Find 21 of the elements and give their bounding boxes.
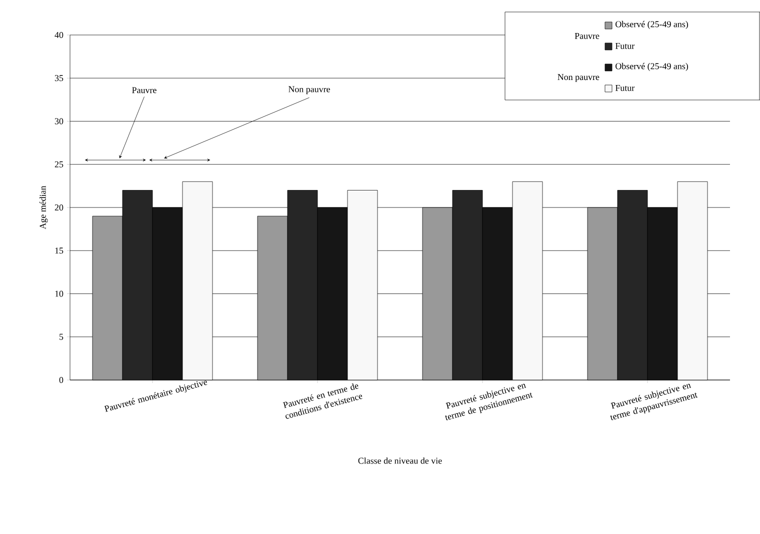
- y-tick-label: 25: [54, 161, 64, 168]
- y-tick-label: 40: [54, 32, 64, 38]
- annotation: Non pauvre: [558, 74, 600, 82]
- y-axis-title: Age médian: [40, 186, 48, 230]
- x-axis-title: Classe de niveau de vie: [358, 457, 442, 464]
- annotation: Pauvre: [574, 33, 600, 39]
- legend-label: Futur: [615, 43, 635, 49]
- y-tick-label: 0: [59, 376, 64, 384]
- legend-label: Futur: [615, 85, 635, 91]
- y-tick-label: 35: [54, 75, 64, 82]
- y-tick-label: 5: [60, 334, 64, 340]
- annotation: Pauvre: [132, 87, 156, 94]
- legend-label: Observé (25-49 ans): [616, 62, 688, 72]
- y-tick-label: 30: [54, 118, 64, 124]
- x-tick-label: Pauvreté en terme de conditions d'existence: [282, 383, 362, 419]
- x-tick-label: Pauvreté monétaire objective: [104, 380, 208, 412]
- y-tick-label: 20: [54, 204, 64, 211]
- y-tick-label: 10: [55, 290, 64, 297]
- legend-label: Observé (25-49 ans): [616, 20, 688, 30]
- annotation: Non pauvre: [288, 86, 330, 94]
- y-tick-label: 15: [55, 248, 64, 254]
